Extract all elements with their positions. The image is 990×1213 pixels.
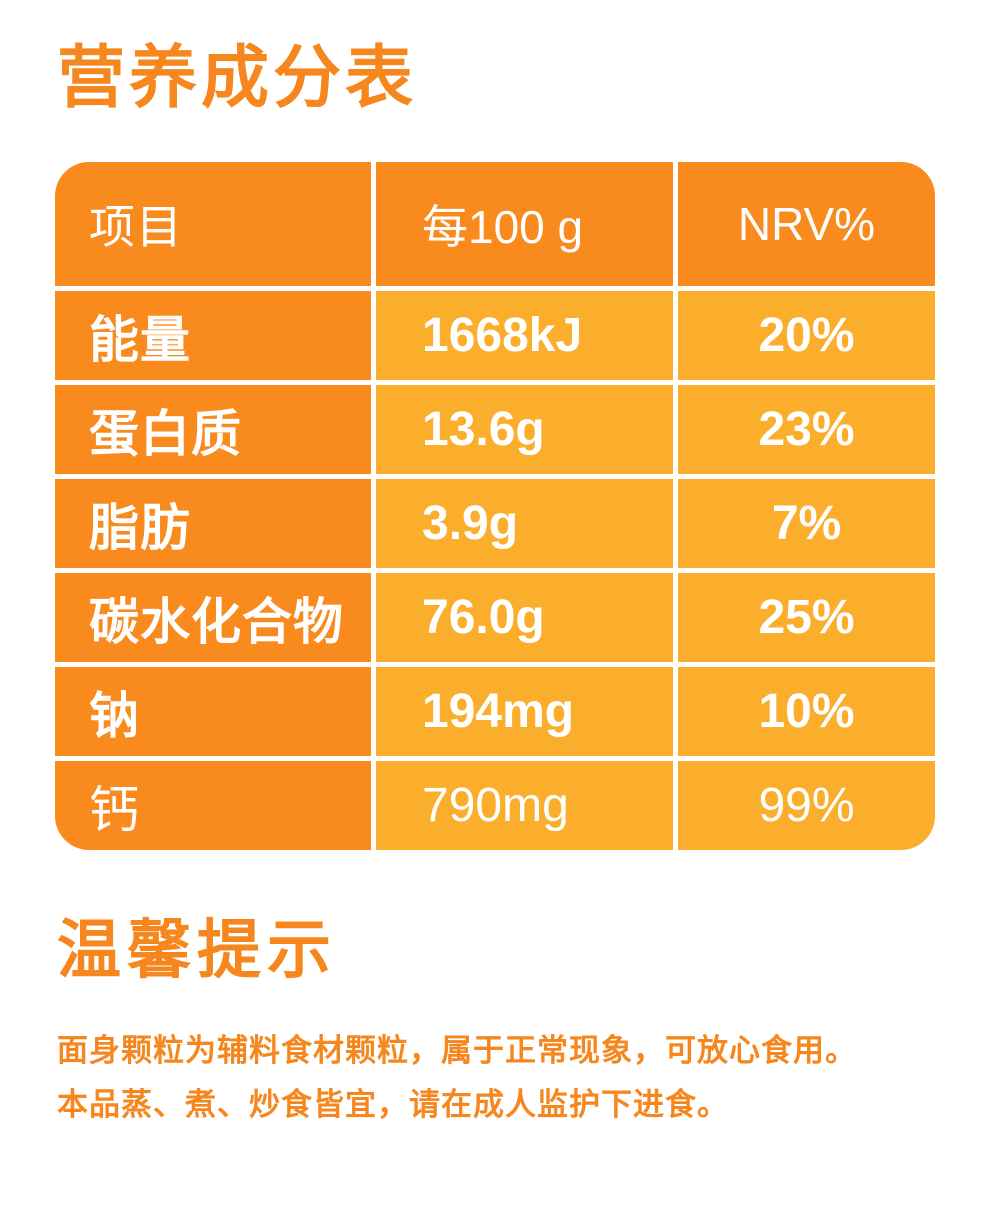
nutrition-table: 项目 每100 g NRV% 能量 1668kJ 20% 蛋白质 13.6g 2… bbox=[55, 162, 935, 850]
row-sodium-nrv: 10% bbox=[678, 667, 935, 756]
row-protein-nrv: 23% bbox=[678, 385, 935, 474]
row-calcium-label: 钙 bbox=[55, 761, 371, 850]
row-fat-nrv: 7% bbox=[678, 479, 935, 568]
row-energy-value: 1668kJ bbox=[376, 291, 673, 380]
row-sodium-label: 钠 bbox=[55, 667, 371, 756]
tip-line-1: 面身颗粒为辅料食材颗粒，属于正常现象，可放心食用。 bbox=[57, 1033, 857, 1068]
tips-title: 温馨提示 bbox=[57, 914, 337, 986]
row-fat-label: 脂肪 bbox=[55, 479, 371, 568]
row-sodium-value: 194mg bbox=[376, 667, 673, 756]
row-fat-value: 3.9g bbox=[376, 479, 673, 568]
tips-text: 面身颗粒为辅料食材颗粒，属于正常现象，可放心食用。 本品蒸、煮、炒食皆宜，请在成… bbox=[57, 1024, 990, 1132]
table-header-item: 项目 bbox=[55, 162, 371, 286]
row-carbohydrate-value: 76.0g bbox=[376, 573, 673, 662]
page-title: 营养成分表 bbox=[57, 40, 418, 116]
row-energy-nrv: 20% bbox=[678, 291, 935, 380]
table-header-per100g: 每100 g bbox=[376, 162, 673, 286]
row-carbohydrate-label: 碳水化合物 bbox=[55, 573, 371, 662]
tip-line-2: 本品蒸、煮、炒食皆宜，请在成人监护下进食。 bbox=[57, 1087, 729, 1122]
row-calcium-nrv: 99% bbox=[678, 761, 935, 850]
row-calcium-value: 790mg bbox=[376, 761, 673, 850]
row-carbohydrate-nrv: 25% bbox=[678, 573, 935, 662]
table-header-nrv: NRV% bbox=[678, 162, 935, 286]
row-protein-value: 13.6g bbox=[376, 385, 673, 474]
row-energy-label: 能量 bbox=[55, 291, 371, 380]
row-protein-label: 蛋白质 bbox=[55, 385, 371, 474]
